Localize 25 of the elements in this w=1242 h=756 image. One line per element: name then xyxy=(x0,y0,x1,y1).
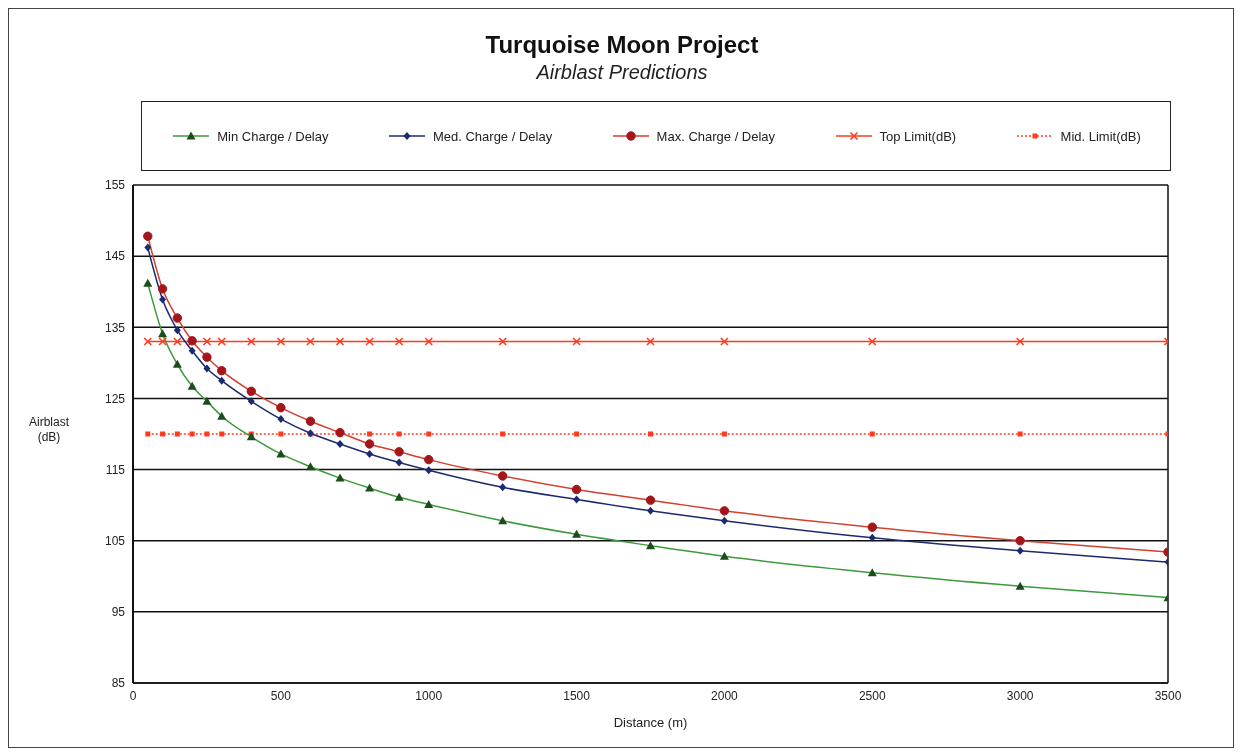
y-tick-label: 135 xyxy=(104,320,126,335)
y-tick-label: 125 xyxy=(104,391,126,406)
y-tick-label: 95 xyxy=(111,605,126,620)
legend-label: Max. Charge / Delay xyxy=(656,128,776,144)
x-axis-title: Distance (m) xyxy=(613,715,688,730)
x-tick-label: 0 xyxy=(129,688,137,703)
y-tick-label: 145 xyxy=(104,249,126,264)
legend-label: Mid. Limit(dB) xyxy=(1060,128,1141,144)
x-tick-label: 2500 xyxy=(858,688,886,703)
chart-subtitle: Airblast Predictions xyxy=(534,61,709,84)
legend-label: Top Limit(dB) xyxy=(879,128,957,144)
y-tick-label: 105 xyxy=(104,533,126,548)
y-tick-label: 115 xyxy=(105,462,126,477)
y-tick-label: 85 xyxy=(111,676,126,691)
chart-title: Turquoise Moon Project xyxy=(484,31,760,59)
x-tick-label: 1000 xyxy=(415,688,443,703)
y-axis-title: Airblast (dB) xyxy=(28,415,70,444)
x-tick-label: 3500 xyxy=(1154,688,1182,703)
legend-label: Min Charge / Delay xyxy=(217,128,329,144)
legend-label: Med. Charge / Delay xyxy=(432,128,553,144)
x-tick-label: 1500 xyxy=(563,688,591,703)
y-tick-label: 155 xyxy=(104,178,126,193)
x-tick-label: 500 xyxy=(270,688,292,703)
x-tick-label: 3000 xyxy=(1006,688,1034,703)
x-tick-label: 2000 xyxy=(711,688,739,703)
